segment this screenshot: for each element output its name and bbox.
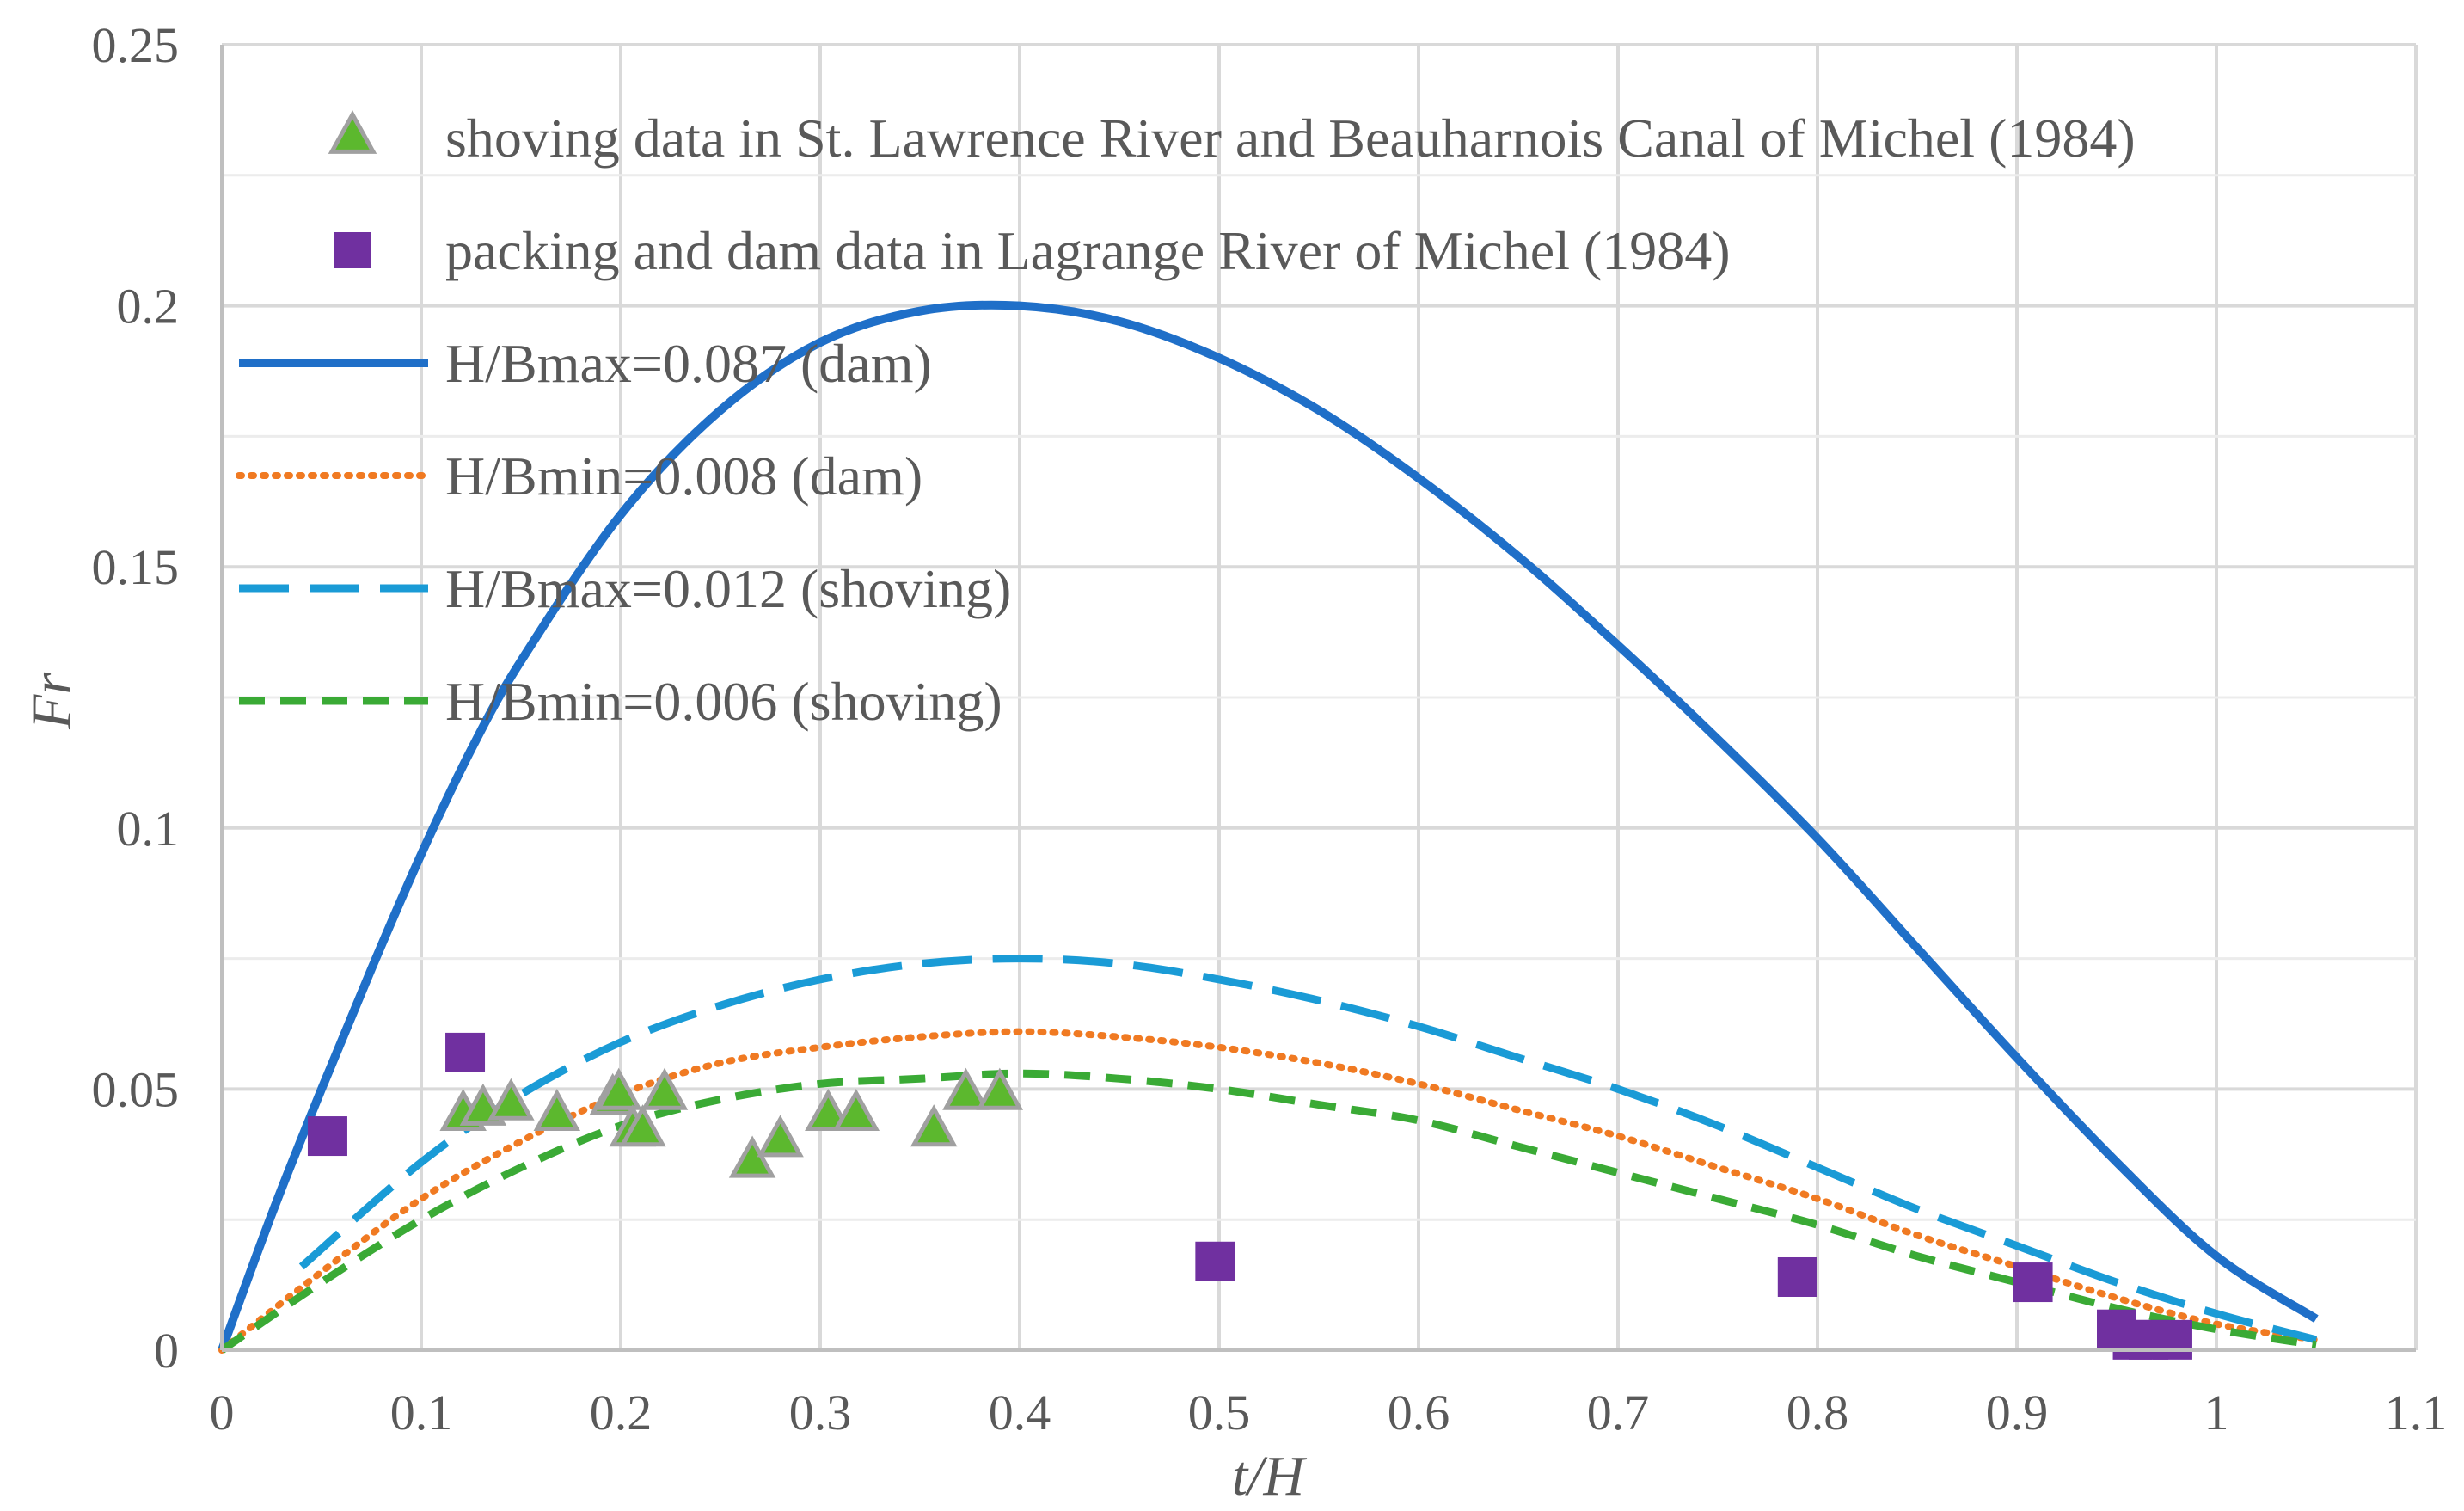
data-point-square [2152, 1319, 2192, 1360]
data-point-triangle [487, 1078, 535, 1121]
y-tick-label: 0.05 [92, 1061, 180, 1117]
legend-item: H/Bmin=0.006 (shoving) [239, 671, 1002, 732]
data-point-triangle [619, 1104, 666, 1147]
x-tick-label: 0.5 [1188, 1385, 1251, 1440]
x-tick-label: 0.4 [989, 1385, 1051, 1440]
data-point-square [1777, 1256, 1817, 1297]
x-tick-label: 1.1 [2385, 1385, 2448, 1440]
x-tick-label: 0.3 [789, 1385, 852, 1440]
series-line-h-bmax-0-012-shoving [298, 955, 2318, 1344]
data-point-triangle [533, 1088, 581, 1131]
axes: 0 0.1 0.2 0.3 0.4 0.5 0.6 0.7 0.8 0.9 1 1.1 0 0.05 0.1… [92, 17, 2448, 1440]
y-axis-title: Fr [21, 673, 83, 730]
legend-label: H/Bmin=0.008 (dam) [445, 445, 922, 507]
legend-label: packing and dam data in Lagrange River o… [445, 220, 1731, 281]
legend-item: shoving data in St. Lawrence River and B… [328, 107, 2136, 169]
x-axis-title: t/H [1232, 1445, 1308, 1508]
x-tick-label: 0.8 [1787, 1385, 1849, 1440]
y-tick-label: 0.25 [92, 17, 180, 73]
legend-swatch-triangle [328, 110, 377, 154]
data-point-triangle [832, 1088, 880, 1131]
data-point-triangle [641, 1067, 689, 1110]
data-point-triangle [728, 1135, 776, 1178]
data-point-triangle [757, 1115, 804, 1158]
data-point-triangle [976, 1067, 1024, 1110]
series-line-h-bmax-0-087-dam [218, 300, 2319, 1352]
data-point-triangle [595, 1067, 642, 1110]
x-tick-label: 0.9 [1986, 1385, 2049, 1440]
data-point-triangle [910, 1104, 958, 1147]
grid [220, 43, 2418, 1352]
x-tick-label: 0.1 [390, 1385, 453, 1440]
legend-item: packing and dam data in Lagrange River o… [334, 220, 1731, 281]
series-layer [218, 300, 2320, 1360]
data-point-square [307, 1116, 347, 1157]
y-tick-label: 0 [154, 1323, 179, 1379]
x-tick-label: 0 [210, 1385, 235, 1440]
x-tick-label: 0.2 [590, 1385, 653, 1440]
x-tick-label: 0.7 [1587, 1385, 1650, 1440]
legend-label: H/Bmax=0.087 (dam) [445, 333, 932, 394]
y-tick-label: 0.2 [117, 279, 180, 335]
legend-item: H/Bmin=0.008 (dam) [236, 445, 922, 507]
legend-label: shoving data in St. Lawrence River and B… [445, 107, 2136, 169]
data-point-triangle [805, 1088, 852, 1131]
y-tick-label: 0.15 [92, 539, 180, 595]
legend-item: H/Bmax=0.087 (dam) [239, 333, 932, 394]
data-point-square [2013, 1262, 2053, 1303]
data-point-square [1195, 1241, 1235, 1281]
legend: shoving data in St. Lawrence River and B… [236, 107, 2136, 732]
y-tick-label: 0.1 [117, 801, 180, 857]
legend-item: H/Bmax=0.012 (shoving) [239, 558, 1011, 619]
legend-label: H/Bmax=0.012 (shoving) [445, 558, 1011, 619]
x-tick-label: 0.6 [1388, 1385, 1450, 1440]
x-tick-label: 1 [2204, 1385, 2229, 1440]
legend-swatch-square [334, 232, 371, 268]
legend-label: H/Bmin=0.006 (shoving) [445, 671, 1002, 732]
series-line-h-bmin-0-006-shoving [219, 1069, 2317, 1354]
data-point-square [445, 1032, 486, 1072]
data-point-triangle [942, 1067, 990, 1110]
